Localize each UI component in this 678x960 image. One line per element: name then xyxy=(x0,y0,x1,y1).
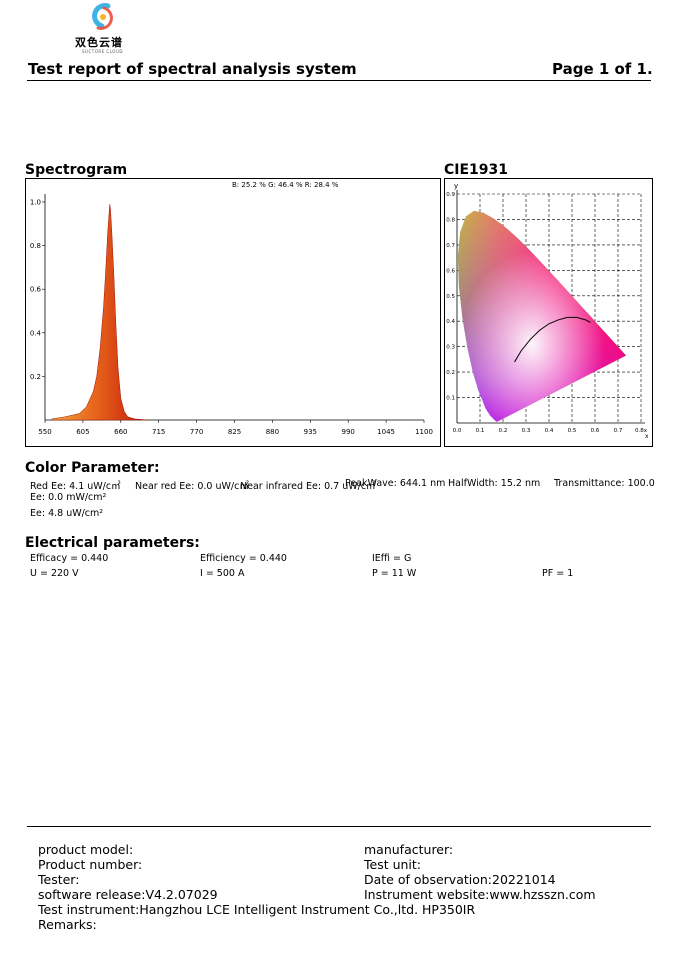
x-tick-label: 880 xyxy=(266,428,279,436)
logo-subtitle: SUCTORE CLOUD xyxy=(82,49,123,54)
software-release: software release:V4.2.07029 xyxy=(38,887,218,902)
logo-icon xyxy=(92,3,113,30)
x-tick-label: 605 xyxy=(76,428,89,436)
company-logo xyxy=(88,2,118,32)
remarks: Remarks: xyxy=(38,917,97,932)
cie-svg: y x 0.1 0.2 0.3 0.4 0.5 0.6 0.7 0.8 0.9 0.0 0.1 0.2… xyxy=(446,182,649,440)
voltage: U = 220 V xyxy=(30,568,79,579)
x-tick-label: 715 xyxy=(152,428,165,436)
cie-y-tick-label: 0.5 xyxy=(446,294,455,300)
cie-y-label: y xyxy=(454,182,458,190)
ee-uw: Ee: 4.8 uW/cm² xyxy=(30,508,104,519)
electrical-title: Electrical parameters: xyxy=(25,535,200,551)
cie-y-tick-label: 0.8 xyxy=(446,217,455,223)
cie-x-tick-label: 0.4 xyxy=(545,428,554,434)
cie-chart: y x 0.1 0.2 0.3 0.4 0.5 0.6 0.7 0.8 0.9 0.0 0.1 0.2… xyxy=(444,178,653,447)
manufacturer: manufacturer: xyxy=(364,842,454,857)
cie-y-tick-label: 0.1 xyxy=(446,396,455,402)
y-tick-label: 0.6 xyxy=(30,286,42,294)
logo-name: 双色云谱 xyxy=(75,36,123,49)
y-tick-label: 1.0 xyxy=(30,199,41,207)
spectrogram-chart: B: 25.2 % G: 46.4 % R: 28.4 % 0.2 0.4 0.6 0… xyxy=(25,178,441,447)
x-tick-label: 550 xyxy=(38,428,51,436)
y-tick-label: 0.4 xyxy=(30,329,42,337)
cie-x-label: x xyxy=(645,433,649,440)
cie-x-tick-label: 0.8x xyxy=(635,428,648,434)
product-model: product model: xyxy=(38,842,134,857)
footer-divider xyxy=(27,826,651,827)
transmittance: Transmittance: 100.0 xyxy=(554,478,655,489)
cie-y-tick-label: 0.7 xyxy=(446,243,455,249)
peak-wave: PeakWave: 644.1 nm xyxy=(345,478,446,489)
color-parameter-title: Color Parameter: xyxy=(25,460,160,476)
ee-mw: Ee: 0.0 mW/cm² xyxy=(30,492,107,503)
spectrogram-title: Spectrogram xyxy=(25,162,128,178)
cie-color-fill xyxy=(457,210,626,422)
product-number: Product number: xyxy=(38,857,143,872)
instrument-website: Instrument website:www.hzsszn.com xyxy=(364,887,596,902)
x-tick-label: 1045 xyxy=(377,428,395,436)
cie-x-tick-label: 0.5 xyxy=(568,428,577,434)
page-number: Page 1 of 1. xyxy=(552,60,653,78)
spectrogram-svg: B: 25.2 % G: 46.4 % R: 28.4 % 0.2 0.4 0.6 0… xyxy=(30,181,433,436)
near-red-ee: Near red Ee: 0.0 uW/c㎡ xyxy=(135,481,249,492)
report-title: Test report of spectral analysis system xyxy=(28,60,357,78)
cie-y-tick-label: 0.9 xyxy=(446,192,455,198)
cie-x-tick-label: 0.0 xyxy=(453,428,462,434)
test-unit: Test unit: xyxy=(364,857,422,872)
test-instrument: Test instrument:Hangzhou LCE Intelligent… xyxy=(38,902,476,917)
cie-x-tick-label: 0.6 xyxy=(591,428,600,434)
near-infrared-ee: Near infrared Ee: 0.7 uW/c㎡ xyxy=(240,481,376,492)
half-width: HalfWidth: 15.2 nm xyxy=(448,478,541,489)
rgb-ratio-label: B: 25.2 % G: 46.4 % R: 28.4 % xyxy=(232,181,339,189)
tester: Tester: xyxy=(38,872,80,887)
x-tick-label: 660 xyxy=(114,428,127,436)
cie-x-tick-label: 0.7 xyxy=(614,428,623,434)
observation-date: Date of observation:20221014 xyxy=(364,872,556,887)
cie-y-tick-label: 0.2 xyxy=(446,370,455,376)
x-tick-label: 825 xyxy=(228,428,241,436)
x-tick-label: 1100 xyxy=(415,428,433,436)
cie-y-tick-label: 0.4 xyxy=(446,319,455,325)
planckian-locus xyxy=(514,316,591,363)
y-tick-label: 0.2 xyxy=(30,373,41,381)
red-ee: Red Ee: 4.1 uW/c㎡ xyxy=(30,481,121,492)
power-factor: PF = 1 xyxy=(542,568,574,579)
power: P = 11 W xyxy=(372,568,417,579)
x-tick-label: 770 xyxy=(190,428,203,436)
cie-x-tick-label: 0.1 xyxy=(476,428,485,434)
cie-y-tick-label: 0.3 xyxy=(446,345,455,351)
current: I = 500 A xyxy=(200,568,245,579)
cie-x-tick-label: 0.2 xyxy=(499,428,508,434)
spectrum-area xyxy=(51,204,149,421)
cie-title: CIE1931 xyxy=(444,162,509,178)
efficacy: Efficacy = 0.440 xyxy=(30,553,109,564)
cie-y-tick-label: 0.6 xyxy=(446,268,455,274)
x-tick-label: 935 xyxy=(304,428,317,436)
cie-x-tick-label: 0.3 xyxy=(522,428,531,434)
header-divider xyxy=(27,80,651,81)
y-tick-label: 0.8 xyxy=(30,242,41,250)
x-tick-label: 990 xyxy=(342,428,355,436)
efficiency: Efficiency = 0.440 xyxy=(200,553,287,564)
ieffi: IEffi = G xyxy=(372,553,412,564)
